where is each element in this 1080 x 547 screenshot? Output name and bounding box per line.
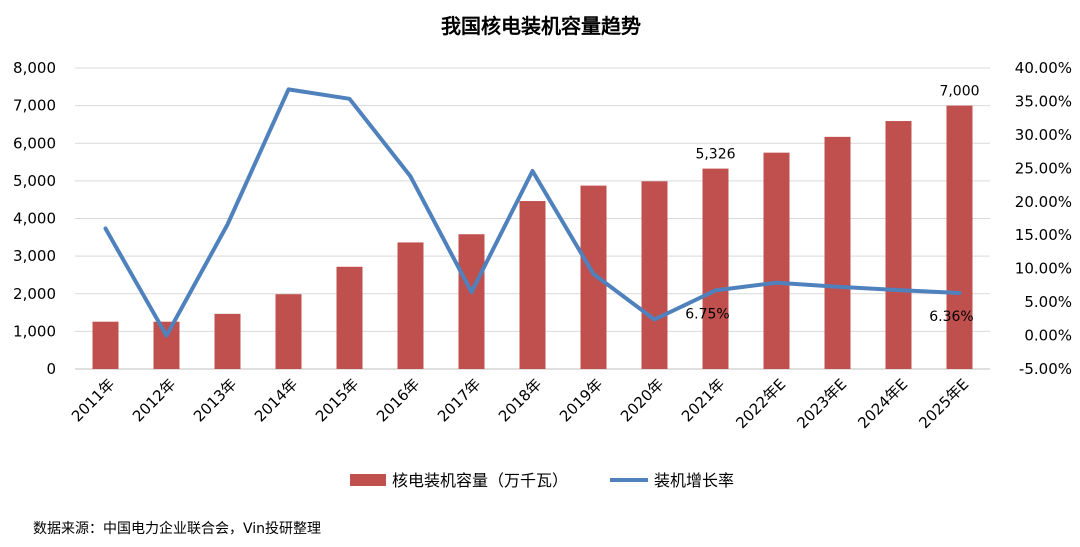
- x-axis: 2011年 2012年 2013年 2014年 2015年 2016年 2017年 2018年…: [68, 375, 972, 432]
- left-axis: 0 1,000 2,000 3,000 4,000 5,000 6,000 7,000 8,00…: [13, 59, 56, 378]
- right-tick-label: 40.00%: [1015, 59, 1072, 77]
- right-tick-label: 20.00%: [1015, 193, 1072, 211]
- left-tick-label: 7,000: [13, 97, 56, 115]
- x-tick-label: 2014年: [251, 375, 301, 425]
- line-series: [103, 87, 962, 338]
- bar: [763, 152, 790, 369]
- left-tick-label: 0: [46, 360, 56, 378]
- x-tick-label: 2021年: [678, 375, 728, 425]
- right-tick-label: 0.00%: [1024, 327, 1072, 345]
- left-tick-label: 1,000: [13, 322, 56, 340]
- legend-label-bars: 核电装机容量（万千瓦）: [392, 471, 568, 490]
- x-tick-label: 2016年: [373, 375, 423, 425]
- bar: [946, 105, 973, 369]
- data-label: 6.75%: [685, 306, 729, 322]
- right-tick-label: 15.00%: [1015, 226, 1072, 244]
- bar: [641, 181, 668, 369]
- bar: [397, 242, 424, 369]
- right-tick-label: 5.00%: [1024, 293, 1072, 311]
- legend-label-line: 装机增长率: [654, 471, 734, 490]
- right-tick-label: 35.00%: [1015, 92, 1072, 110]
- chart-title: 我国核电装机容量趋势: [441, 14, 641, 38]
- bar: [214, 313, 241, 369]
- x-tick-label: 2023年E: [793, 375, 850, 432]
- left-tick-label: 4,000: [13, 210, 56, 228]
- x-tick-label: 2022年E: [732, 375, 789, 432]
- x-tick-label: 2013年: [190, 375, 240, 425]
- bar: [458, 234, 485, 369]
- source-note: 数据来源：中国电力企业联合会，Vin投研整理: [33, 520, 321, 537]
- left-tick-label: 6,000: [13, 134, 56, 152]
- x-tick-label: 2011年: [68, 375, 118, 425]
- x-tick-label: 2019年: [556, 375, 606, 425]
- left-tick-label: 8,000: [13, 59, 56, 77]
- x-tick-label: 2015年: [312, 375, 362, 425]
- legend: 核电装机容量（万千瓦） 装机增长率: [350, 471, 734, 490]
- bar: [702, 168, 729, 369]
- bar-series: [92, 105, 973, 370]
- bar: [153, 321, 180, 369]
- data-label: 5,326: [695, 147, 735, 163]
- x-tick-label: 2012年: [129, 375, 179, 425]
- data-label: 6.36%: [929, 309, 973, 325]
- x-tick-label: 2024年E: [854, 375, 911, 432]
- legend-swatch-bars: [350, 474, 386, 486]
- bar: [885, 121, 912, 370]
- right-axis: -5.00% 0.00% 5.00% 10.00% 15.00% 20.00% 25.00%…: [1015, 59, 1072, 378]
- left-tick-label: 3,000: [13, 247, 56, 265]
- bar: [336, 266, 363, 369]
- x-tick-label: 2020年: [617, 375, 667, 425]
- x-tick-label: 2025年E: [915, 375, 972, 432]
- data-labels: 5,326 7,000 6.75% 6.36%: [685, 84, 979, 325]
- x-tick-label: 2017年: [434, 375, 484, 425]
- right-tick-label: 25.00%: [1015, 159, 1072, 177]
- bar: [580, 185, 607, 369]
- right-tick-label: 10.00%: [1015, 260, 1072, 278]
- right-tick-label: 30.00%: [1015, 126, 1072, 144]
- right-tick-label: -5.00%: [1019, 360, 1072, 378]
- bar: [519, 201, 546, 369]
- bar: [92, 321, 119, 369]
- bar: [824, 136, 851, 369]
- x-tick-label: 2018年: [495, 375, 545, 425]
- bar: [275, 294, 302, 369]
- left-tick-label: 5,000: [13, 172, 56, 190]
- data-label: 7,000: [939, 84, 979, 100]
- left-tick-label: 2,000: [13, 285, 56, 303]
